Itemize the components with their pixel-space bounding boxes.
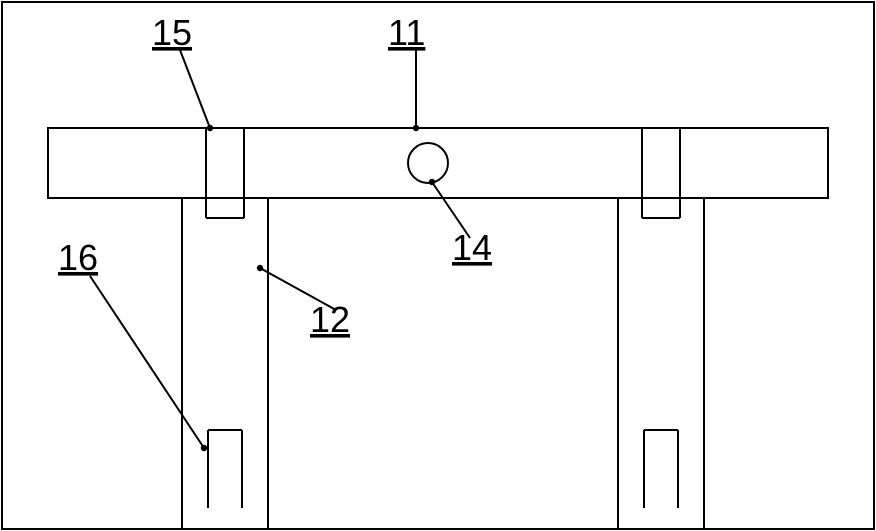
hatching	[0, 0, 876, 531]
outer-frame	[2, 2, 874, 529]
callout-labels: 11 15 14 12 16	[58, 12, 492, 340]
leader-15	[180, 50, 210, 128]
leader-dot-14	[430, 180, 434, 184]
hole-14	[408, 143, 448, 183]
section-diagram: 11 15 14 12 16	[0, 0, 876, 531]
leader-16	[90, 276, 204, 448]
outlines	[48, 128, 828, 528]
leader-dot-15	[208, 126, 212, 130]
leader-dot-16	[202, 446, 206, 450]
label-15: 15	[152, 12, 192, 53]
label-11: 11	[388, 12, 425, 53]
label-12: 12	[310, 299, 350, 340]
leader-dot-12	[258, 266, 262, 270]
leader-lines	[90, 50, 470, 450]
beam	[48, 128, 828, 198]
label-14: 14	[452, 227, 492, 268]
label-16: 16	[58, 237, 98, 278]
leader-dot-11	[414, 126, 418, 130]
